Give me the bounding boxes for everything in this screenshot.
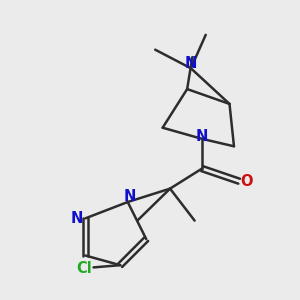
Text: N: N [185,56,197,71]
Text: O: O [240,174,253,189]
Text: N: N [124,189,136,204]
Text: N: N [196,129,208,144]
Text: Cl: Cl [77,261,92,276]
Text: N: N [70,211,82,226]
